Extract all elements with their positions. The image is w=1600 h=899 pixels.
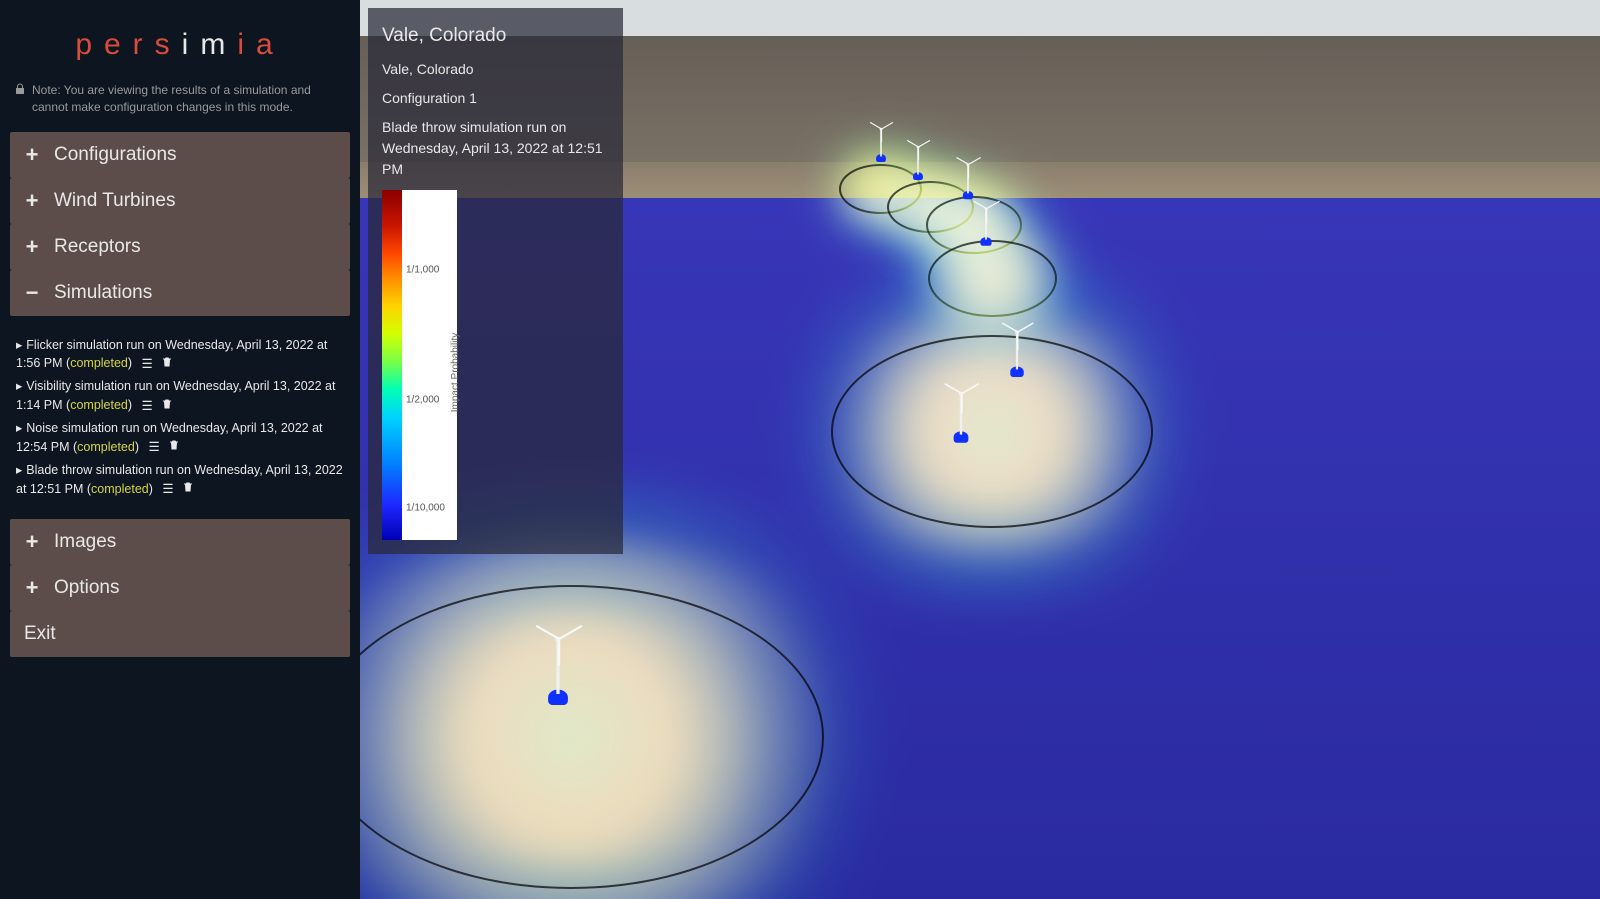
turbine-blade [986,200,1000,209]
legend-gradient-bar [382,190,402,540]
simulation-row[interactable]: ▸Flicker simulation run on Wednesday, Ap… [16,336,344,374]
wind-turbine[interactable] [956,153,979,199]
sidebar: persimia Note: You are viewing the resul… [0,0,360,899]
list-icon[interactable]: ☰ [148,438,159,457]
turbine-blade [1017,332,1019,350]
simulation-status: completed [70,356,128,370]
turbine-blade [918,147,919,160]
sidebar-item-options[interactable]: + Options [10,565,350,611]
minus-icon: − [24,282,40,304]
plus-icon: + [24,577,40,599]
map-viewport[interactable]: Vale, Colorado Vale, Colorado Configurat… [360,0,1600,899]
logo-part1: pers [75,28,181,61]
sidebar-item-label: Images [54,531,116,553]
sidebar-item-label: Wind Turbines [54,190,175,212]
info-panel: Vale, Colorado Vale, Colorado Configurat… [368,8,623,554]
plus-icon: + [24,236,40,258]
plus-icon: + [24,190,40,212]
simulation-row[interactable]: ▸Blade throw simulation run on Wednesday… [16,461,344,499]
lock-icon [14,83,26,95]
sidebar-item-images[interactable]: + Images [10,519,350,565]
sidebar-item-wind-turbines[interactable]: + Wind Turbines [10,178,350,224]
turbine-blade [962,383,980,394]
plus-icon: + [24,144,40,166]
simulation-status: completed [77,440,135,454]
info-description: Blade throw simulation run on Wednesday,… [382,117,609,180]
logo-part3: ia [237,28,284,61]
turbine-blade [870,122,882,130]
turbine-blade [1002,322,1018,332]
trash-icon[interactable] [182,480,194,499]
sidebar-item-label: Configurations [54,144,177,166]
caret-right-icon: ▸ [16,461,22,480]
turbine-blade [907,140,919,148]
legend-tick: 1/1,000 [406,263,439,278]
simulation-row[interactable]: ▸Visibility simulation run on Wednesday,… [16,377,344,415]
wind-turbine[interactable] [945,377,978,443]
plus-icon: + [24,531,40,553]
turbine-blade [918,140,930,148]
contour-line [831,335,1153,528]
readonly-note: Note: You are viewing the results of a s… [10,82,350,126]
turbine-blade [986,208,987,223]
wind-turbine[interactable] [870,118,892,162]
logo: persimia [10,10,350,76]
turbine-blade [968,164,969,178]
list-icon[interactable]: ☰ [142,397,153,416]
simulation-status: completed [91,482,149,496]
caret-right-icon: ▸ [16,419,22,438]
legend-axis-label: Impact Probability [448,332,463,411]
trash-icon[interactable] [161,355,173,374]
caret-right-icon: ▸ [16,377,22,396]
sidebar-item-label: Exit [24,623,56,645]
readonly-note-text: Note: You are viewing the results of a s… [32,82,346,116]
legend-tick: 1/2,000 [406,392,439,407]
sidebar-item-label: Receptors [54,236,141,258]
wind-turbine[interactable] [1002,317,1032,377]
sidebar-item-label: Options [54,577,119,599]
trash-icon[interactable] [161,397,173,416]
simulation-row[interactable]: ▸Noise simulation run on Wednesday, Apri… [16,419,344,457]
sidebar-item-receptors[interactable]: + Receptors [10,224,350,270]
wind-turbine[interactable] [974,196,999,246]
info-title: Vale, Colorado [382,22,609,51]
simulations-list: ▸Flicker simulation run on Wednesday, Ap… [10,322,350,513]
info-config: Configuration 1 [382,88,609,109]
turbine-blade [968,157,981,165]
turbine-blade [559,625,583,640]
list-icon[interactable]: ☰ [162,480,173,499]
turbine-blade [945,383,963,394]
sidebar-item-configurations[interactable]: + Configurations [10,132,350,178]
simulation-status: completed [70,398,128,412]
wind-turbine[interactable] [907,136,929,180]
simulation-text: Visibility simulation run on Wednesday, … [16,379,336,412]
turbine-blade [961,393,963,413]
wind-turbine[interactable] [536,617,580,705]
turbine-blade [536,625,560,640]
turbine-blade [558,639,560,665]
trash-icon[interactable] [168,438,180,457]
list-icon[interactable]: ☰ [142,355,153,374]
sidebar-item-label: Simulations [54,282,152,304]
sidebar-item-exit[interactable]: Exit [10,611,350,657]
legend-ticks: Impact Probability 1/1,0001/2,0001/10,00… [402,190,457,540]
legend-tick: 1/10,000 [406,501,445,516]
color-legend: Impact Probability 1/1,0001/2,0001/10,00… [382,190,457,540]
turbine-blade [881,122,893,130]
turbine-blade [1018,322,1034,332]
info-location: Vale, Colorado [382,59,609,80]
logo-part2: im [182,28,238,61]
sidebar-item-simulations[interactable]: −Simulations [10,270,350,316]
turbine-blade [956,157,969,165]
caret-right-icon: ▸ [16,336,22,355]
turbine-blade [881,129,882,142]
